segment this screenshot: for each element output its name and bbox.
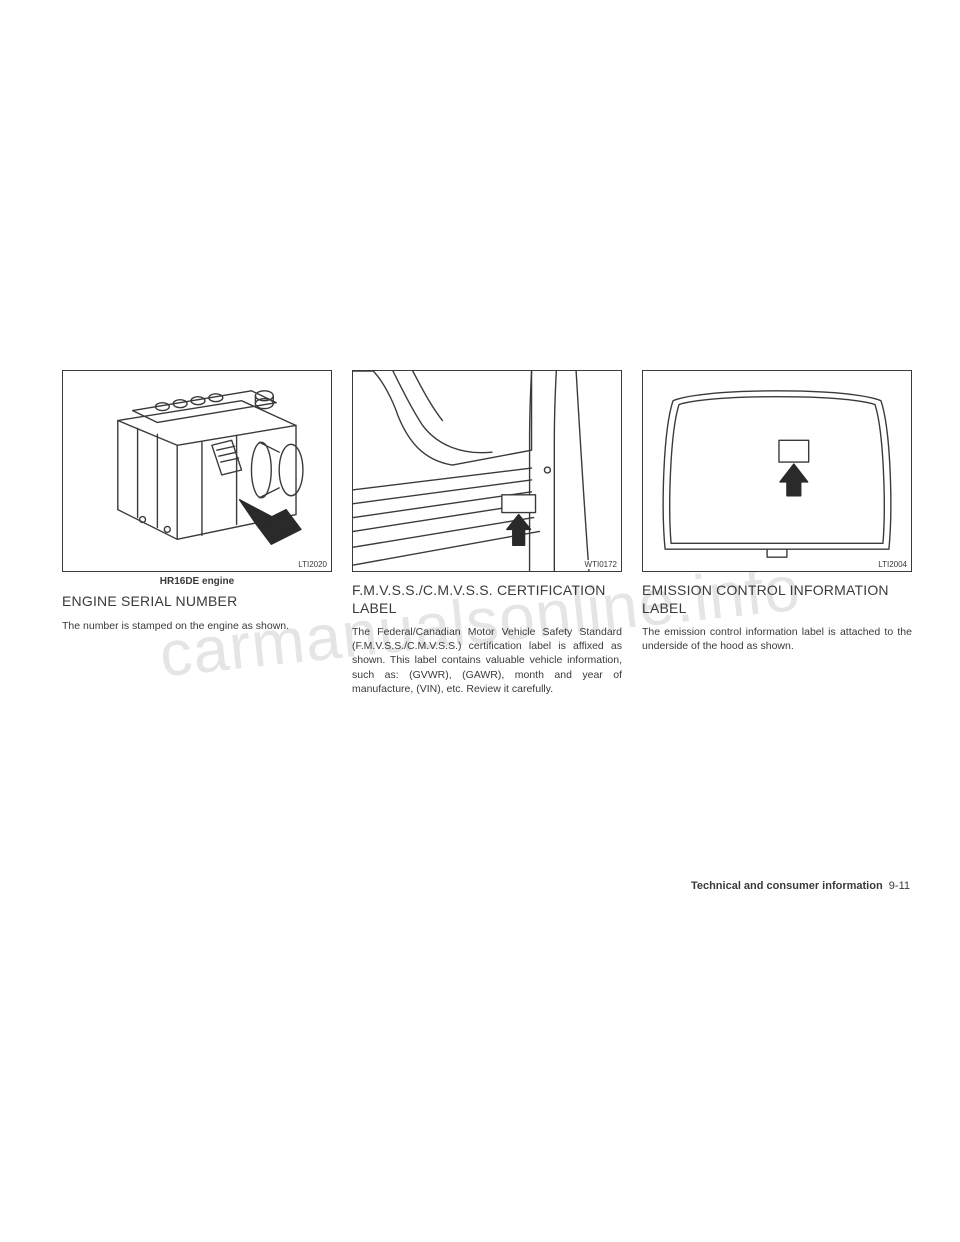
column-engine: LTI2020 HR16DE engine ENGINE SERIAL NUMB… [62,370,332,696]
column-emission: LTI2004 EMISSION CONTROL INFORMATION LAB… [642,370,912,696]
body-text-certification: The Federal/Canadian Motor Vehicle Safet… [352,625,622,696]
figure-caption: HR16DE engine [62,576,332,587]
footer-section: Technical and consumer information [691,880,883,892]
section-title-engine: ENGINE SERIAL NUMBER [62,593,332,611]
figure-engine: LTI2020 [62,370,332,572]
page-content: LTI2020 HR16DE engine ENGINE SERIAL NUMB… [62,370,910,696]
figure-code: WTI0172 [583,560,619,569]
columns: LTI2020 HR16DE engine ENGINE SERIAL NUMB… [62,370,910,696]
body-text-emission: The emission control information label i… [642,625,912,653]
column-certification: WTI0172 F.M.V.S.S./C.M.V.S.S. CERTIFICAT… [352,370,622,696]
section-title-certification: F.M.V.S.S./C.M.V.S.S. CERTIFICATION LABE… [352,582,622,617]
figure-emission: LTI2004 [642,370,912,572]
figure-code: LTI2020 [296,560,329,569]
page-footer: Technical and consumer information 9-11 [691,880,910,892]
figure-certification: WTI0172 [352,370,622,572]
section-title-emission: EMISSION CONTROL INFORMATION LABEL [642,582,912,617]
figure-code: LTI2004 [876,560,909,569]
footer-page: 9-11 [889,880,910,892]
body-text-engine: The number is stamped on the engine as s… [62,619,332,633]
hood-illustration [643,371,911,571]
door-sill-illustration [353,371,621,571]
engine-illustration [63,371,331,571]
